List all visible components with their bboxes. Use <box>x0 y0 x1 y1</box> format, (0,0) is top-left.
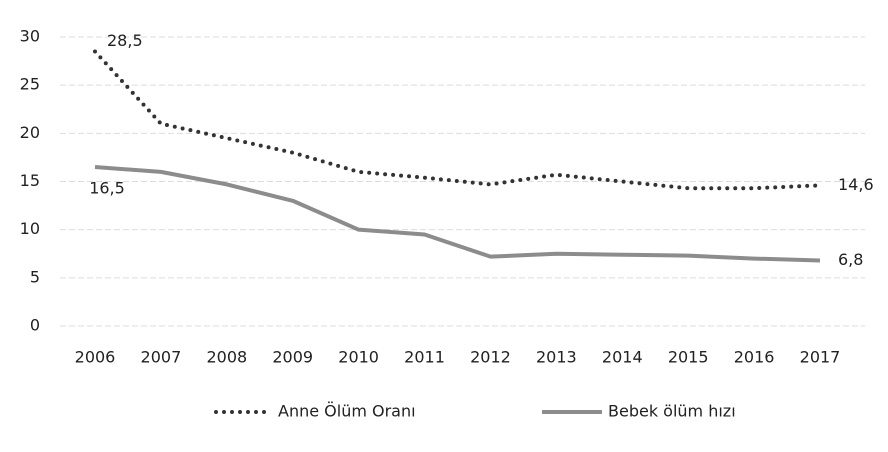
x-tick-label: 2014 <box>602 348 643 367</box>
y-tick-label: 30 <box>20 27 40 46</box>
x-tick-label: 2015 <box>668 348 709 367</box>
x-tick-label: 2012 <box>470 348 511 367</box>
x-tick-label: 2017 <box>800 348 841 367</box>
y-tick-label: 25 <box>20 75 40 94</box>
legend-label: Anne Ölüm Oranı <box>278 402 416 421</box>
series-line <box>93 49 822 191</box>
y-tick-label: 10 <box>20 219 40 238</box>
data-label: 14,6 <box>838 175 874 194</box>
data-label: 6,8 <box>838 250 863 269</box>
y-tick-label: 15 <box>20 171 40 190</box>
x-tick-label: 2008 <box>206 348 247 367</box>
series-line <box>94 165 821 263</box>
x-tick-label: 2010 <box>338 348 379 367</box>
x-tick-label: 2009 <box>272 348 313 367</box>
data-label: 16,5 <box>89 179 125 198</box>
x-tick-label: 2011 <box>404 348 445 367</box>
legend-label: Bebek ölüm hızı <box>608 402 736 421</box>
x-tick-label: 2006 <box>75 348 116 367</box>
data-label: 28,5 <box>107 31 143 50</box>
x-tick-label: 2016 <box>734 348 775 367</box>
y-tick-label: 5 <box>30 267 40 286</box>
y-tick-label: 0 <box>30 316 40 335</box>
x-tick-label: 2007 <box>141 348 182 367</box>
x-tick-label: 2013 <box>536 348 577 367</box>
y-tick-label: 20 <box>20 123 40 142</box>
